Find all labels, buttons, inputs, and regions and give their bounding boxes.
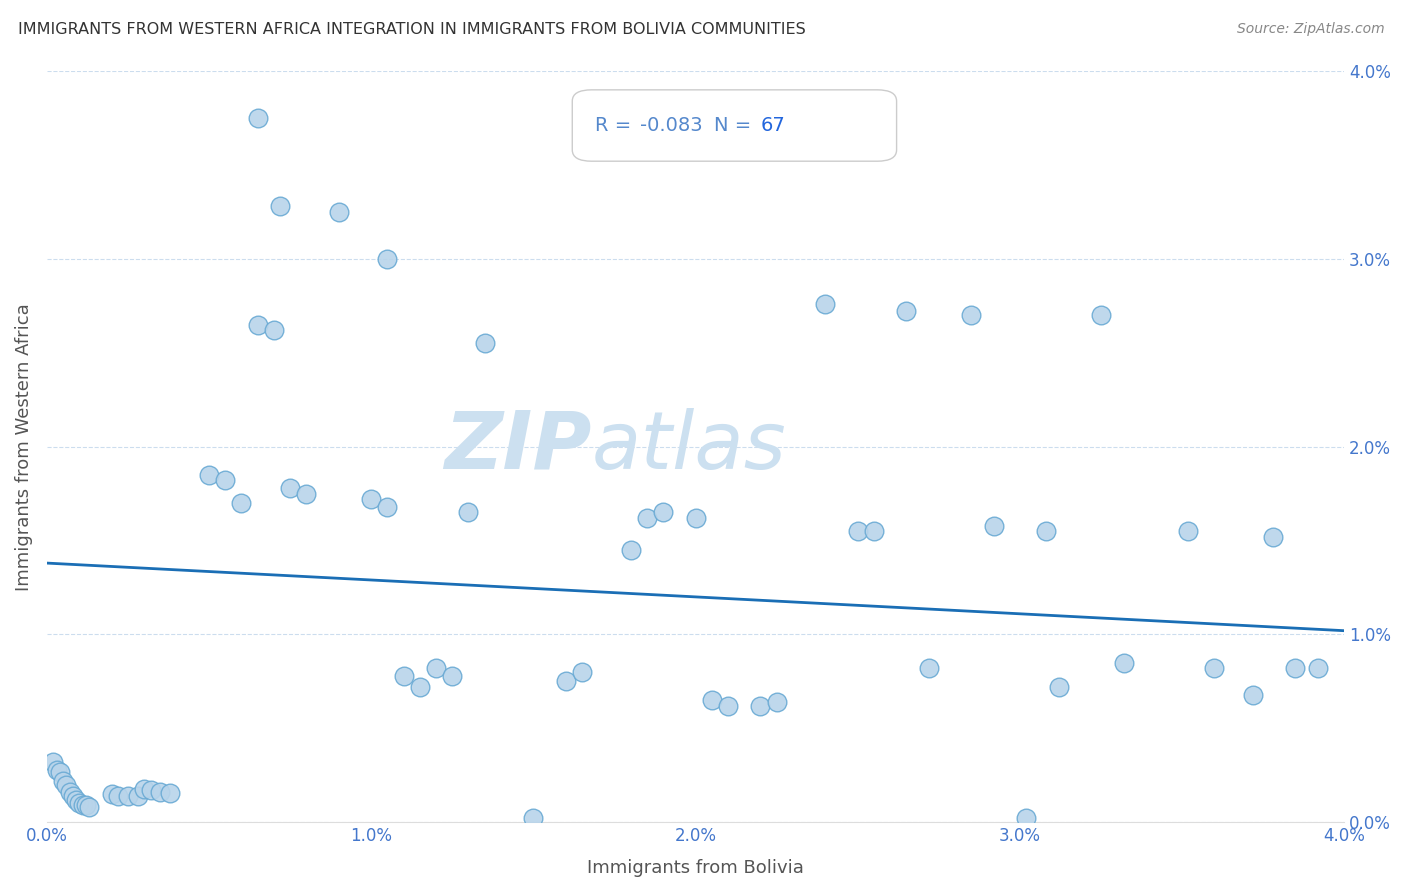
Point xyxy=(377,252,399,266)
Point xyxy=(75,798,97,813)
Point xyxy=(77,800,100,814)
Point xyxy=(1112,656,1135,670)
Point xyxy=(1261,530,1284,544)
Text: IMMIGRANTS FROM WESTERN AFRICA INTEGRATION IN IMMIGRANTS FROM BOLIVIA COMMUNITIE: IMMIGRANTS FROM WESTERN AFRICA INTEGRATI… xyxy=(18,22,806,37)
Point xyxy=(700,693,723,707)
Point xyxy=(620,543,643,558)
Point xyxy=(107,789,129,803)
Point xyxy=(636,511,658,525)
Point xyxy=(67,797,90,811)
Point xyxy=(58,785,80,799)
Point xyxy=(392,669,415,683)
Point xyxy=(246,318,269,332)
Point xyxy=(139,783,162,797)
Point xyxy=(62,789,84,803)
Point xyxy=(377,500,399,514)
Point xyxy=(457,505,479,519)
Point xyxy=(1015,812,1038,826)
Point xyxy=(1035,524,1057,538)
Point xyxy=(425,661,447,675)
Point xyxy=(269,199,291,213)
Point xyxy=(278,481,301,495)
Point xyxy=(1284,661,1306,675)
Point xyxy=(1241,688,1264,702)
Point xyxy=(749,698,772,713)
Point xyxy=(49,764,72,779)
Point xyxy=(72,798,94,813)
Point xyxy=(441,669,464,683)
Text: -0.083: -0.083 xyxy=(640,116,703,135)
Point xyxy=(100,787,122,801)
Point xyxy=(1204,661,1226,675)
Text: 67: 67 xyxy=(761,116,785,135)
Point xyxy=(1090,308,1112,322)
Point xyxy=(814,297,837,311)
Point xyxy=(295,486,318,500)
Point xyxy=(42,755,65,769)
Point xyxy=(685,511,707,525)
Point xyxy=(328,205,350,219)
Point xyxy=(263,323,285,337)
Point xyxy=(717,698,740,713)
Point xyxy=(55,778,77,792)
X-axis label: Immigrants from Bolivia: Immigrants from Bolivia xyxy=(588,859,804,877)
Point xyxy=(765,695,787,709)
Text: atlas: atlas xyxy=(592,408,786,485)
Point xyxy=(198,467,221,482)
Point xyxy=(846,524,869,538)
Point xyxy=(409,680,432,694)
Point xyxy=(652,505,675,519)
Y-axis label: Immigrants from Western Africa: Immigrants from Western Africa xyxy=(15,302,32,591)
Text: Source: ZipAtlas.com: Source: ZipAtlas.com xyxy=(1237,22,1385,37)
Point xyxy=(231,496,253,510)
Point xyxy=(246,111,269,125)
Point xyxy=(117,789,139,803)
Point xyxy=(863,524,886,538)
Point xyxy=(918,661,941,675)
Point xyxy=(52,773,75,788)
Point xyxy=(554,674,576,689)
FancyBboxPatch shape xyxy=(572,90,897,161)
Point xyxy=(571,665,593,679)
Point xyxy=(522,812,544,826)
Point xyxy=(1177,524,1199,538)
Point xyxy=(127,789,149,803)
Point xyxy=(360,492,382,507)
Point xyxy=(896,304,918,318)
Text: R =: R = xyxy=(595,116,637,135)
Point xyxy=(960,308,983,322)
Point xyxy=(149,785,172,799)
Point xyxy=(1308,661,1330,675)
Text: N =: N = xyxy=(714,116,758,135)
Point xyxy=(134,782,156,797)
Point xyxy=(214,474,236,488)
Point xyxy=(65,793,87,807)
Point xyxy=(474,336,496,351)
Point xyxy=(983,518,1005,533)
Text: ZIP: ZIP xyxy=(444,408,592,485)
Point xyxy=(1047,680,1070,694)
Point xyxy=(159,786,181,800)
Point xyxy=(45,763,67,777)
